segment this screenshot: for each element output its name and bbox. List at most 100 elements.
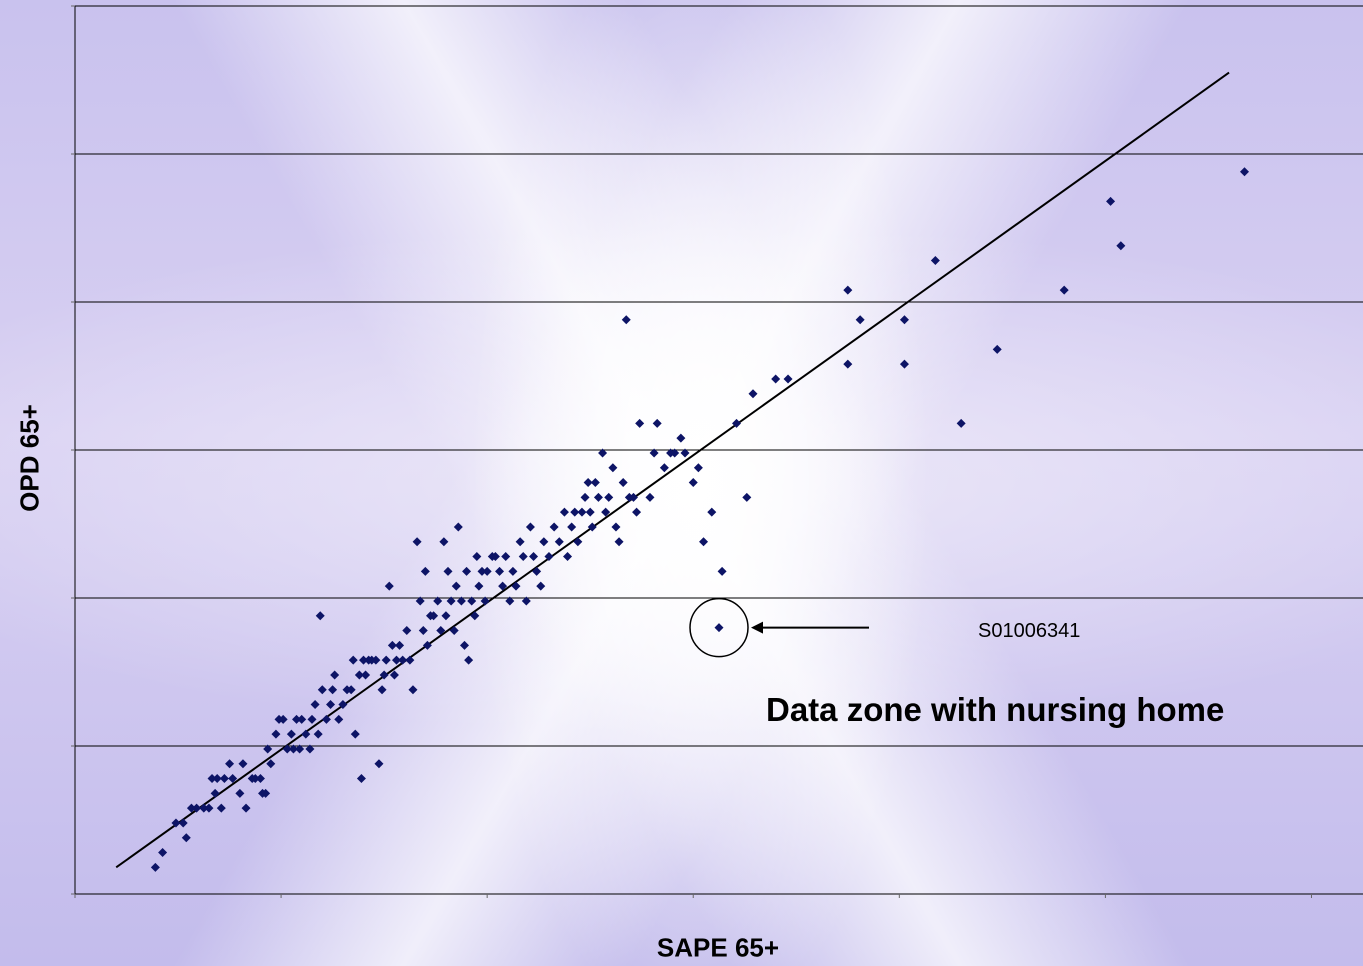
data-point <box>645 492 655 502</box>
x-axis-label: SAPE 65+ <box>656 932 780 963</box>
data-point <box>480 596 490 606</box>
data-point <box>241 803 251 813</box>
data-point <box>618 478 628 488</box>
data-point <box>210 788 220 798</box>
data-point <box>204 803 214 813</box>
data-point <box>532 566 542 576</box>
data-point <box>158 848 168 858</box>
data-point <box>278 714 288 724</box>
data-point <box>216 803 226 813</box>
data-point <box>408 685 418 695</box>
data-point <box>199 803 209 813</box>
data-point <box>559 507 569 517</box>
arrow-head <box>751 621 763 634</box>
data-point <box>405 655 415 665</box>
data-point <box>263 744 273 754</box>
data-point <box>418 626 428 636</box>
data-point <box>310 700 320 710</box>
data-point <box>649 448 659 458</box>
data-point <box>266 759 276 769</box>
data-point <box>228 774 238 784</box>
data-point <box>334 714 344 724</box>
data-point <box>614 537 624 547</box>
data-point <box>305 744 315 754</box>
data-point <box>354 670 364 680</box>
data-point <box>451 581 461 591</box>
data-point <box>207 774 217 784</box>
data-point <box>771 374 781 384</box>
data-point <box>1240 167 1250 177</box>
data-point <box>518 552 528 562</box>
data-point <box>495 566 505 576</box>
data-point <box>659 463 669 473</box>
data-point <box>415 596 425 606</box>
data-point <box>1116 241 1126 251</box>
data-point <box>374 759 384 769</box>
data-points <box>150 167 1250 872</box>
data-point <box>573 537 583 547</box>
axes <box>71 5 1363 898</box>
data-point <box>549 522 559 532</box>
data-point <box>150 862 160 872</box>
data-point <box>843 359 853 369</box>
data-point <box>628 492 638 502</box>
data-point <box>313 729 323 739</box>
trendline <box>115 71 1230 869</box>
data-point <box>472 552 482 562</box>
data-point <box>536 581 546 591</box>
data-point <box>377 685 387 695</box>
data-point <box>402 626 412 636</box>
data-point <box>899 359 909 369</box>
data-point <box>443 566 453 576</box>
data-point <box>456 596 466 606</box>
data-point <box>676 433 686 443</box>
data-point <box>307 714 317 724</box>
data-point <box>529 552 539 562</box>
data-point <box>707 507 717 517</box>
data-point <box>449 626 459 636</box>
nursing-home-callout: Data zone with nursing home <box>766 691 1225 728</box>
data-point <box>470 611 480 621</box>
data-point <box>315 611 325 621</box>
data-point <box>250 774 260 784</box>
data-point <box>350 729 360 739</box>
data-point <box>680 448 690 458</box>
data-point <box>321 714 331 724</box>
data-point <box>521 596 531 606</box>
data-point <box>1106 196 1116 206</box>
data-point <box>570 507 580 517</box>
data-point <box>670 448 680 458</box>
data-point <box>338 700 348 710</box>
data-point <box>511 581 521 591</box>
data-point <box>192 803 202 813</box>
data-point <box>611 522 621 532</box>
data-point <box>693 463 703 473</box>
data-point <box>398 655 408 665</box>
data-point <box>621 315 631 325</box>
data-point <box>326 700 336 710</box>
data-point <box>580 492 590 502</box>
data-point <box>525 522 535 532</box>
data-point <box>699 537 709 547</box>
data-point <box>391 655 401 665</box>
annotation <box>689 597 869 658</box>
data-point <box>587 522 597 532</box>
data-point <box>219 774 229 784</box>
data-point <box>395 640 405 650</box>
data-point <box>295 744 305 754</box>
data-point <box>348 655 358 665</box>
data-point <box>956 418 966 428</box>
data-point <box>462 566 472 576</box>
data-point <box>501 552 511 562</box>
data-point <box>171 818 181 828</box>
data-point <box>899 315 909 325</box>
data-point <box>286 729 296 739</box>
data-point <box>714 623 724 633</box>
data-point <box>301 729 311 739</box>
data-point <box>181 833 191 843</box>
data-point <box>717 566 727 576</box>
data-point <box>583 478 593 488</box>
data-point <box>464 655 474 665</box>
data-point <box>429 611 439 621</box>
data-point <box>297 714 307 724</box>
